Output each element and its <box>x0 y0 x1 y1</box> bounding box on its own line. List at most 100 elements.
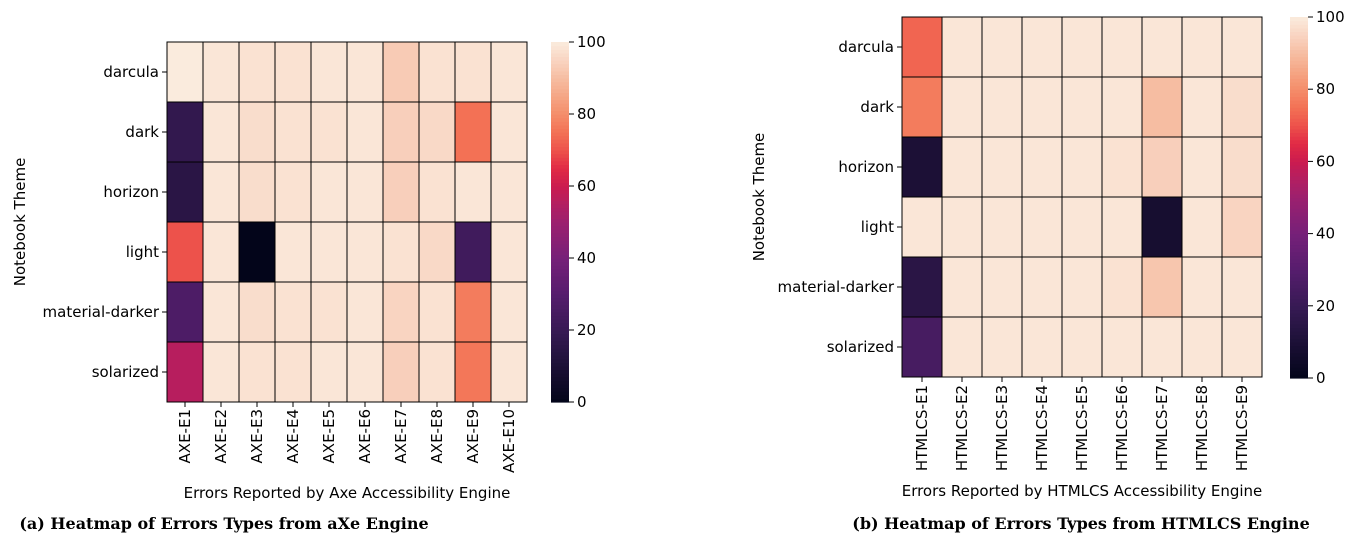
heatmap-cell <box>1221 136 1263 198</box>
x-axis-label: Errors Reported by HTMLCS Accessibility … <box>902 482 1263 500</box>
colorbar-segment <box>551 189 569 194</box>
x-tick-label: HTMLCS-E2 <box>953 385 971 471</box>
heatmap-cell <box>1141 16 1183 78</box>
colorbar-segment <box>551 45 569 50</box>
heatmap-cell <box>274 221 312 283</box>
heatmap-cell <box>1061 196 1103 258</box>
heatmap-cell <box>981 256 1023 318</box>
heatmap-cell <box>454 41 492 103</box>
colorbar-segment <box>551 60 569 65</box>
heatmap-cell <box>490 341 528 403</box>
colorbar-segment <box>1290 258 1308 264</box>
colorbar-segment <box>1290 367 1308 372</box>
colorbar-segment <box>1290 359 1308 365</box>
colorbar-segment <box>1290 20 1308 25</box>
colorbar-segment <box>1290 67 1308 72</box>
colorbar-segment <box>551 250 569 255</box>
heatmap-cell <box>941 196 983 258</box>
colorbar-segment <box>551 340 569 345</box>
colorbar-segment <box>1290 85 1308 90</box>
heatmap-cell <box>490 281 528 343</box>
heatmap-cell <box>1221 196 1263 258</box>
colorbar-segment <box>551 333 569 338</box>
heatmap-cell <box>238 101 276 163</box>
colorbar-segment <box>551 106 569 111</box>
colorbar-segment <box>1290 143 1308 148</box>
y-tick-label: darcula <box>838 38 894 56</box>
heatmap-cell <box>166 281 204 343</box>
x-tick-label: HTMLCS-E3 <box>993 385 1011 471</box>
heatmap-cell <box>1181 256 1223 318</box>
heatmap-cell <box>1101 16 1143 78</box>
colorbar-segment <box>551 117 569 122</box>
colorbar-segment <box>1290 331 1308 336</box>
heatmap-cell <box>202 101 240 163</box>
colorbar-segment <box>1290 302 1308 307</box>
colorbar-segment <box>551 160 569 165</box>
heatmap-cell <box>238 41 276 103</box>
x-tick-label: AXE-E9 <box>464 409 482 463</box>
colorbar-segment <box>551 387 569 392</box>
colorbar-segment <box>1290 262 1308 267</box>
colorbar-segment <box>1290 172 1308 177</box>
x-tick-label: HTMLCS-E9 <box>1233 385 1251 471</box>
colorbar-tick-label: 40 <box>577 249 596 267</box>
heatmap-cell <box>1101 136 1143 198</box>
colorbar-segment <box>1290 146 1308 152</box>
heatmap-cell <box>418 161 456 223</box>
heatmap-cell <box>901 76 943 138</box>
colorbar-segment <box>551 196 569 201</box>
colorbar-segment <box>1290 107 1308 112</box>
colorbar-segment <box>551 326 569 331</box>
heatmap-cell <box>382 341 420 403</box>
colorbar-segment <box>551 78 569 83</box>
x-tick-label: AXE-E7 <box>392 409 410 463</box>
colorbar-segment <box>1290 363 1308 368</box>
colorbar-segment <box>1290 338 1308 343</box>
colorbar-segment <box>1290 183 1308 188</box>
colorbar-segment <box>1290 193 1308 199</box>
heatmap-cell <box>901 256 943 318</box>
colorbar-segment <box>1290 341 1308 347</box>
y-tick-label: horizon <box>838 158 894 176</box>
colorbar-segment <box>551 344 569 349</box>
y-tick-label: solarized <box>827 338 894 356</box>
colorbar-segment <box>1290 128 1308 134</box>
heatmap-cell <box>1221 256 1263 318</box>
colorbar-segment <box>1290 219 1308 224</box>
colorbar-segment <box>551 49 569 54</box>
heatmap-cell <box>981 316 1023 378</box>
colorbar-segment <box>1290 211 1308 217</box>
heatmap-cell <box>382 161 420 223</box>
colorbar-segment <box>551 315 569 320</box>
heatmap-cell <box>202 281 240 343</box>
colorbar-segment <box>551 254 569 259</box>
colorbar-segment <box>551 355 569 360</box>
colorbar-segment <box>551 168 569 173</box>
colorbar-segment <box>551 283 569 288</box>
colorbar-segment <box>551 312 569 317</box>
heatmap-cell <box>202 221 240 283</box>
heatmap-cell <box>1101 316 1143 378</box>
heatmap-cell <box>1101 76 1143 138</box>
heatmap-cell <box>1181 16 1223 78</box>
colorbar-segment <box>1290 81 1308 87</box>
heatmap-cell <box>454 101 492 163</box>
colorbar-segment <box>551 348 569 353</box>
heatmap-cell <box>1221 316 1263 378</box>
colorbar-segment <box>1290 165 1308 170</box>
x-tick-label: AXE-E10 <box>500 409 518 473</box>
colorbar-segment <box>1290 349 1308 354</box>
colorbar-tick-label: 60 <box>577 177 596 195</box>
colorbar-segment <box>551 207 569 212</box>
heatmap-cell <box>901 196 943 258</box>
heatmap-cell <box>454 341 492 403</box>
heatmap-cell <box>1141 316 1183 378</box>
heatmap-cell <box>1181 76 1223 138</box>
colorbar-segment <box>1290 63 1308 69</box>
colorbar-segment <box>551 99 569 104</box>
colorbar-segment <box>1290 60 1308 65</box>
x-tick-label: HTMLCS-E1 <box>913 385 931 471</box>
colorbar-segment <box>551 362 569 367</box>
